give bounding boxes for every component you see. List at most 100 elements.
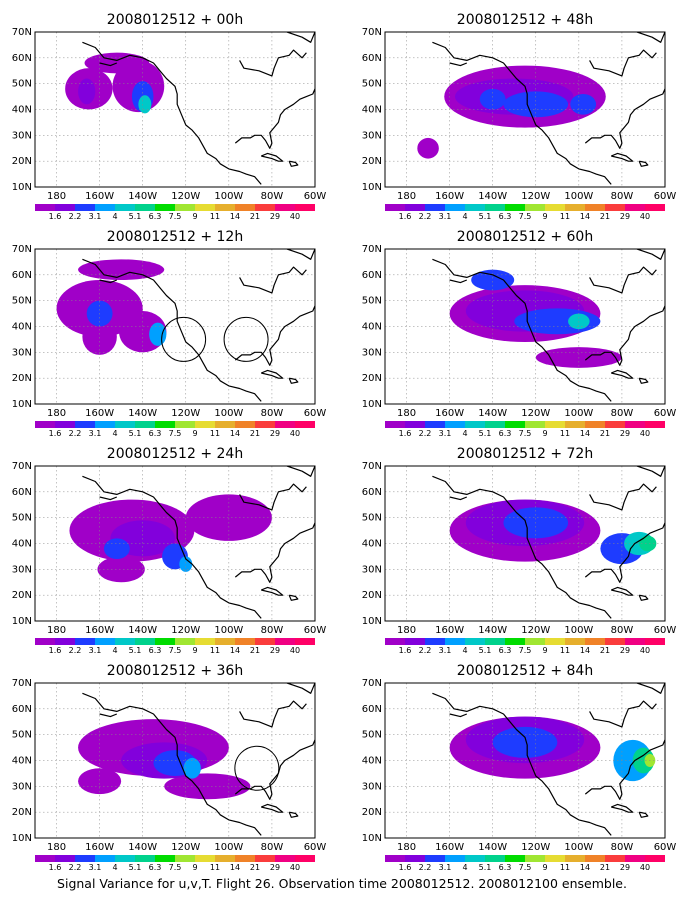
colorbar-swatch bbox=[385, 421, 406, 428]
colorbar-label: 21 bbox=[600, 646, 610, 655]
colorbar-label: 4 bbox=[462, 646, 467, 655]
colorbar-swatch bbox=[95, 421, 116, 428]
plot-frame bbox=[34, 682, 316, 839]
colorbar-swatch bbox=[75, 638, 96, 645]
colorbar-swatch bbox=[295, 855, 315, 862]
colorbar-swatch bbox=[405, 855, 426, 862]
x-tick-label: 160W bbox=[85, 625, 114, 636]
x-tick-label: 120W bbox=[521, 842, 550, 853]
observation-circle bbox=[161, 316, 207, 362]
colorbar-swatch bbox=[155, 204, 176, 211]
colorbar-swatch bbox=[35, 421, 56, 428]
colorbar-swatch bbox=[235, 421, 256, 428]
colorbar-label: 2.2 bbox=[419, 429, 432, 438]
colorbar-swatch bbox=[465, 855, 486, 862]
colorbar-swatch bbox=[525, 638, 546, 645]
colorbar-label: 14 bbox=[230, 646, 240, 655]
plot-area bbox=[35, 683, 315, 838]
x-tick-label: 140W bbox=[478, 191, 507, 202]
colorbar-label: 14 bbox=[580, 212, 590, 221]
y-tick-label: 60N bbox=[362, 53, 382, 64]
colorbar-swatch bbox=[605, 204, 626, 211]
x-tick-label: 160W bbox=[85, 842, 114, 853]
map-panel: 2008012512 + 12h 70N 60N 50N 40N 30N 20N 10N 180… bbox=[12, 229, 327, 438]
y-tick-label: 60N bbox=[12, 487, 32, 498]
colorbar-swatch bbox=[275, 421, 296, 428]
colorbar-swatch bbox=[485, 638, 506, 645]
colorbar-label: 21 bbox=[250, 212, 260, 221]
x-tick-label: 180 bbox=[397, 625, 416, 636]
colorbar-label: 3.1 bbox=[439, 863, 452, 872]
variance-contour bbox=[78, 768, 122, 795]
y-tick-label: 20N bbox=[12, 807, 32, 818]
plot-area bbox=[35, 249, 315, 404]
variance-contour bbox=[632, 747, 655, 774]
x-tick-label: 100W bbox=[564, 408, 593, 419]
x-tick-label: 140W bbox=[478, 625, 507, 636]
colorbar-label: 7.5 bbox=[169, 863, 182, 872]
colorbar-swatch bbox=[425, 638, 446, 645]
colorbar-swatch bbox=[115, 638, 136, 645]
colorbar-swatch bbox=[95, 204, 116, 211]
colorbar-label: 40 bbox=[640, 429, 650, 438]
y-tick-label: 30N bbox=[12, 564, 32, 575]
coastline bbox=[610, 803, 634, 813]
x-tick-label: 160W bbox=[435, 625, 464, 636]
colorbar-swatch bbox=[505, 204, 526, 211]
colorbar-swatch bbox=[35, 855, 56, 862]
y-tick-label: 30N bbox=[12, 781, 32, 792]
y-tick-label: 10N bbox=[12, 182, 32, 193]
x-tick-label: 180 bbox=[47, 191, 66, 202]
plot-frame bbox=[34, 465, 316, 622]
colorbar-label: 1.6 bbox=[49, 429, 62, 438]
colorbar-swatch bbox=[445, 855, 466, 862]
variance-contour bbox=[492, 726, 558, 758]
colorbar-swatch bbox=[485, 855, 506, 862]
colorbar-swatch bbox=[115, 421, 136, 428]
colorbar-label: 9 bbox=[192, 646, 197, 655]
colorbar-swatch bbox=[625, 638, 646, 645]
y-tick-label: 10N bbox=[12, 616, 32, 627]
x-tick-label: 100W bbox=[214, 842, 243, 853]
colorbar-label: 7.5 bbox=[169, 429, 182, 438]
colorbar-label: 40 bbox=[640, 212, 650, 221]
x-tick-label: 160W bbox=[85, 408, 114, 419]
colorbar-swatch bbox=[135, 421, 156, 428]
colorbar-label: 40 bbox=[640, 646, 650, 655]
colorbar-swatch bbox=[485, 421, 506, 428]
plot-frame bbox=[384, 465, 666, 622]
figure-caption: Signal Variance for u,v,T. Flight 26. Ob… bbox=[57, 876, 627, 891]
colorbar-swatch bbox=[135, 855, 156, 862]
coastline bbox=[239, 700, 307, 728]
colorbar-label: 4 bbox=[112, 429, 117, 438]
colorbar-swatch bbox=[175, 638, 196, 645]
colorbar-label: 1.6 bbox=[399, 646, 412, 655]
y-tick-label: 20N bbox=[12, 156, 32, 167]
colorbar-swatch bbox=[625, 204, 646, 211]
colorbar-label: 4 bbox=[462, 429, 467, 438]
y-tick-label: 50N bbox=[12, 296, 32, 307]
colorbar-swatch bbox=[405, 638, 426, 645]
colorbar-label: 3.1 bbox=[439, 646, 452, 655]
y-tick-label: 20N bbox=[12, 373, 32, 384]
colorbar-label: 7.5 bbox=[519, 212, 532, 221]
x-tick-label: 60W bbox=[654, 842, 677, 853]
colorbar-label: 5.1 bbox=[479, 429, 492, 438]
y-tick-label: 10N bbox=[362, 833, 382, 844]
coastline bbox=[432, 41, 612, 185]
colorbar-swatch bbox=[75, 855, 96, 862]
colorbar-label: 4 bbox=[462, 863, 467, 872]
coastline bbox=[636, 466, 665, 477]
y-tick-label: 70N bbox=[12, 461, 32, 472]
colorbar-swatch bbox=[95, 855, 116, 862]
coastline bbox=[589, 266, 657, 294]
plot-area bbox=[35, 466, 315, 621]
x-tick-label: 120W bbox=[171, 842, 200, 853]
colorbar-swatch bbox=[215, 421, 236, 428]
plot-frame bbox=[34, 248, 316, 405]
colorbar-label: 11 bbox=[210, 429, 220, 438]
colorbar-swatch bbox=[445, 638, 466, 645]
y-tick-label: 40N bbox=[362, 539, 382, 550]
coastline bbox=[432, 475, 612, 619]
map-panel: 2008012512 + 36h 70N 60N 50N 40N 30N 20N 10N 180… bbox=[12, 663, 327, 872]
